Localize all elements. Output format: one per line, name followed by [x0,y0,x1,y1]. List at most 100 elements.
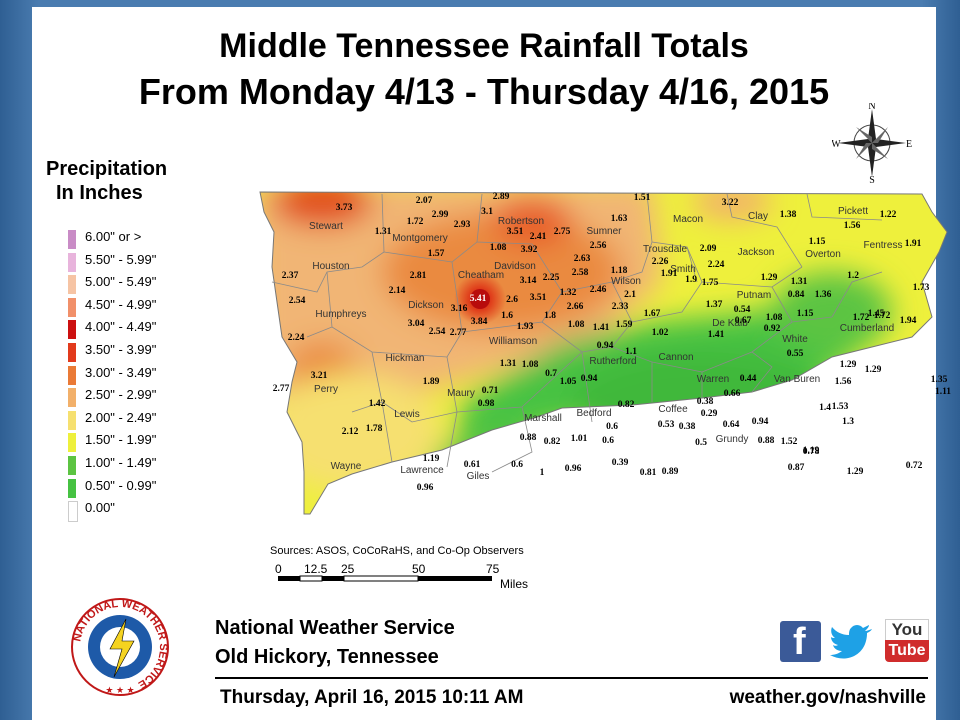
county-label: Williamson [489,336,537,347]
county-label: Marshall [524,413,562,424]
station-value: 0.82 [618,400,635,410]
station-value: 1.89 [423,377,440,387]
station-value: 2.93 [454,220,471,230]
station-value: 0.96 [417,483,434,493]
station-value: 3.84 [471,317,488,327]
station-value: 2.54 [289,296,306,306]
station-value: 1.45 [868,309,885,319]
legend-title-line-2: In Inches [56,182,143,204]
station-value: 1.15 [797,309,814,319]
station-value: 0.78 [803,447,820,457]
station-value: 1.08 [522,360,539,370]
station-value: 1.51 [634,193,651,203]
station-value: 2.37 [282,271,299,281]
legend-swatch [68,478,76,498]
legend-swatch [68,230,76,249]
station-value: 1.29 [840,360,857,370]
facebook-icon[interactable]: f [780,621,821,663]
station-value: 2.12 [342,427,359,437]
station-value: 2.89 [493,192,510,202]
station-value: 1.22 [880,210,897,220]
station-value: 0.61 [464,460,481,470]
station-value: 2.41 [530,232,547,242]
station-value: 1.29 [865,365,882,375]
county-label: Davidson [494,261,536,272]
station-value: 1.42 [369,399,386,409]
youtube-top: You [885,619,929,640]
website-link[interactable]: weather.gov/nashville [729,687,926,708]
station-value: 1.32 [560,288,577,298]
county-label: Cumberland [840,323,894,334]
station-value: 2.66 [567,302,584,312]
legend-swatch [68,275,76,295]
station-values: 3.73 2.07 2.89 1.51 3.22 1.38 1.56 1.22 2.99 3.1 1… [273,192,952,493]
station-value: 2.75 [554,227,571,237]
scale-tick: 12.5 [304,562,328,576]
station-value: 2.26 [652,257,669,267]
station-value: 3.04 [408,319,425,329]
station-value: 0.98 [478,399,495,409]
station-value: 1.4 [819,403,831,413]
station-value: 1.63 [611,214,628,224]
station-value: 0.96 [565,464,582,474]
station-value: 3.14 [520,276,537,286]
station-value: 1.41 [593,323,610,333]
station-value: 5.41 [470,294,487,304]
twitter-icon[interactable] [830,623,874,663]
station-value: 1.02 [652,328,669,338]
station-value: 1.15 [809,237,826,247]
county-label: Perry [314,384,338,395]
station-value: 3.92 [521,245,538,255]
youtube-icon[interactable]: You Tube [884,619,929,663]
station-value: 3.1 [481,207,493,217]
station-value: 0.38 [697,397,714,407]
scale-tick: 50 [412,562,426,576]
station-value: 1.57 [428,249,445,259]
station-value: 1.29 [761,273,778,283]
station-value: 1.53 [832,402,849,412]
station-value: 1.31 [500,359,517,369]
county-label: Robertson [498,216,544,227]
station-value: 0.29 [701,409,718,419]
county-label: Wilson [611,276,641,287]
station-value: 0.82 [544,437,561,447]
legend-label: 5.00" - 5.49" [85,274,157,290]
station-value: 2.24 [288,333,305,343]
footer-divider [215,677,928,679]
county-label: Coffee [658,404,688,415]
legend-swatch [68,455,76,475]
title-line-1: Middle Tennessee Rainfall Totals [219,27,749,65]
legend-label: 1.50" - 1.99" [85,432,157,448]
station-value: 2.77 [273,384,290,394]
station-value: 1.72 [407,217,424,227]
facebook-glyph: f [793,621,806,663]
legend-swatch [68,342,76,362]
station-value: 1.18 [611,266,628,276]
station-value: 3.21 [311,371,328,381]
station-value: 0.53 [658,420,675,430]
station-value: 1.19 [423,454,440,464]
station-value: 1.05 [560,377,577,387]
station-value: 1.29 [847,467,864,477]
station-value: 0.64 [723,420,740,430]
county-label: Warren [697,374,729,385]
station-value: 1.6 [501,311,513,321]
station-value: 1.75 [702,278,719,288]
county-labels: Stewart Montgomery Robertson Sumner Macon Cla… [309,206,902,482]
station-value: 1 [540,468,545,478]
slide: Middle Tennessee Rainfall Totals From Mo… [32,7,951,720]
station-value: 0.81 [640,468,657,478]
station-value: 0.66 [724,389,741,399]
station-value: 2.25 [543,273,560,283]
station-value: 1.08 [568,320,585,330]
station-value: 1.2 [847,271,859,281]
county-label: Stewart [309,221,343,232]
county-label: Cannon [658,352,693,363]
county-label: Van Buren [774,374,821,385]
station-value: 0.72 [906,461,923,471]
scale-tick: 75 [486,562,500,576]
legend-title: Precipitation In Inches [46,157,167,205]
legend-label: 3.00" - 3.49" [85,364,157,380]
county-label: Giles [467,471,490,482]
station-value: 0.44 [740,374,757,384]
